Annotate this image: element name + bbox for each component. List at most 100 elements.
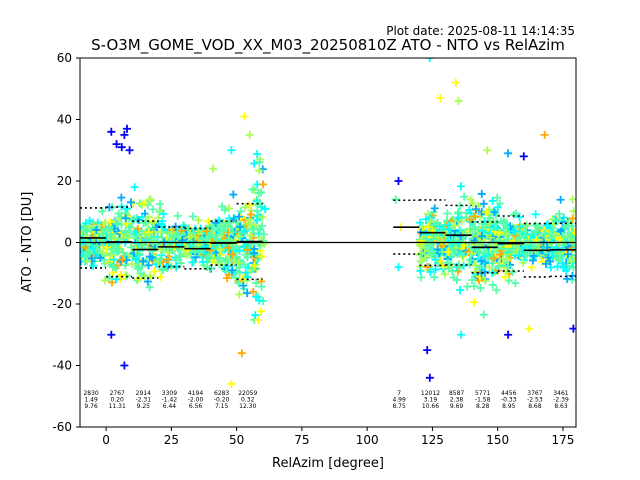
data-point [92,242,101,251]
data-point [188,258,197,267]
data-point [89,261,98,270]
data-point [475,263,484,272]
data-point [499,263,508,272]
data-point [443,258,452,267]
data-point [143,200,152,209]
data-point [128,216,137,225]
bin-label-text: 8.28 [476,403,490,410]
data-point [548,227,557,236]
y-tick-label: 60 [57,51,72,65]
data-point [183,245,192,254]
data-point [540,230,549,239]
bin-label-text: 1.49 [84,397,98,404]
bin-label-text: 0.32 [241,397,255,404]
data-point [261,205,270,214]
bin-label-text: 6.56 [189,403,203,410]
data-point [112,247,121,256]
data-point [527,263,536,272]
data-point [515,213,524,222]
data-point [199,258,208,267]
data-point [122,204,131,213]
data-point [559,213,568,222]
data-point [157,228,166,237]
data-point [87,254,96,263]
data-point [434,233,443,242]
data-point [108,262,117,271]
data-point [222,274,231,283]
bin-label-text: 2830 [83,390,98,397]
data-point [477,269,486,278]
data-point [240,112,249,121]
data-point [430,221,439,230]
data-point [423,262,432,271]
bin-label-text: 9.25 [137,403,151,410]
bin-label-text: 4.99 [392,397,406,404]
data-point [80,250,86,259]
bin-label-text: -0.33 [501,397,517,404]
bin-label-text: 6.44 [163,403,177,410]
data-point [502,222,511,231]
data-point [481,223,490,232]
data-point [125,234,134,243]
data-point [456,232,465,241]
data-point [96,254,105,263]
data-point [104,224,113,233]
data-point [423,346,432,355]
data-point [235,232,244,241]
bin-label-text: 2914 [136,390,151,397]
data-point [156,254,165,263]
data-point [169,233,178,242]
data-point [149,205,158,214]
data-point [122,219,131,228]
data-point [157,219,166,228]
data-point [476,283,485,292]
data-point [490,208,499,217]
data-point [563,250,572,259]
data-point [522,236,531,245]
data-point [244,219,253,228]
bin-label-text: -2.39 [553,397,569,404]
data-point [503,262,512,271]
data-point [556,195,565,204]
data-point [394,177,403,185]
data-point [451,78,460,87]
data-point [98,248,107,257]
data-point [209,164,218,173]
data-point [518,258,527,267]
data-point [561,223,570,232]
data-point [416,241,425,250]
data-point [423,223,432,232]
data-point [228,228,237,237]
data-point [468,275,477,284]
data-point [555,216,564,225]
data-point [205,254,214,263]
data-point [491,219,500,228]
data-point [486,233,495,242]
data-point [502,229,511,238]
data-point [143,277,152,286]
data-point [139,199,148,208]
data-point [556,227,565,236]
data-point [571,244,576,253]
data-point [544,253,553,262]
data-point [113,219,122,228]
data-point [444,247,453,256]
data-point [80,228,86,237]
data-point [229,190,238,199]
data-point [456,285,465,294]
data-point [492,286,501,295]
data-point [515,250,524,259]
data-point [421,215,430,224]
data-point [495,250,504,259]
y-tick-label: 40 [57,113,72,127]
data-point [451,248,460,257]
x-tick-label: 125 [421,433,444,447]
data-point [245,201,254,210]
bin-statistics [80,199,576,281]
data-point [161,244,170,253]
data-point [477,257,486,266]
data-point [103,259,112,268]
data-point [471,212,480,221]
data-point [158,266,167,275]
